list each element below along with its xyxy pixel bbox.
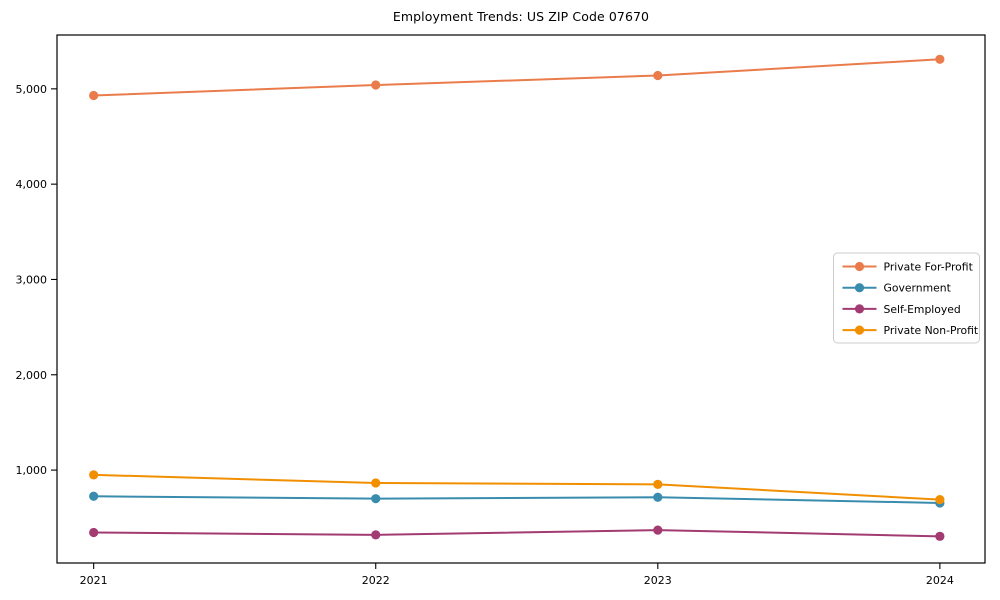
legend-item-self-employed: Self-Employed <box>842 303 961 316</box>
series-marker-self-employed-2021 <box>89 527 99 538</box>
y-axis-tick-label: 2,000 <box>16 369 48 382</box>
plot-frame <box>56 34 986 564</box>
series-marker-private-for-profit-2024 <box>935 54 945 64</box>
legend-item-private-non-profit: Private Non-Profit <box>842 324 979 337</box>
legend: Private For-Profit Government Self-Employe… <box>833 252 980 344</box>
series-marker-self-employed-2022 <box>371 530 381 540</box>
x-axis-tick-label: 2023 <box>644 574 672 587</box>
x-axis-tick-label: 2021 <box>80 574 108 587</box>
series-marker-self-employed-2024 <box>935 531 945 541</box>
series-line-private-non-profit <box>92 473 941 501</box>
legend-marker <box>854 283 865 293</box>
series-line-self-employed <box>92 529 941 538</box>
series-marker-private-non-profit-2023 <box>653 479 663 489</box>
series-marker-private-for-profit-2022 <box>371 80 381 90</box>
legend-label: Private Non-Profit <box>884 324 979 337</box>
series-marker-self-employed-2023 <box>653 525 663 535</box>
y-axis-tick-label: 5,000 <box>16 83 48 96</box>
series-marker-private-non-profit-2024 <box>935 495 945 505</box>
series-marker-private-non-profit-2021 <box>89 470 99 480</box>
legend-label: Government <box>884 282 951 295</box>
series-marker-government-2022 <box>371 494 381 504</box>
series-marker-government-2023 <box>653 492 663 502</box>
legend-marker <box>854 325 865 335</box>
series-marker-private-for-profit-2023 <box>653 70 663 81</box>
y-axis-tick-label: 1,000 <box>16 464 48 477</box>
legend-marker <box>854 261 865 272</box>
legend-marker <box>854 304 865 314</box>
x-axis-tick-label: 2022 <box>362 574 390 587</box>
legend-label: Private For-Profit <box>884 261 973 274</box>
series-marker-private-non-profit-2022 <box>371 478 381 488</box>
series-line-government <box>92 495 941 504</box>
legend-item-government: Government <box>842 282 951 295</box>
series-marker-private-for-profit-2021 <box>89 90 99 101</box>
chart-title: Employment Trends: US ZIP Code 07670 <box>392 9 650 24</box>
legend-item-private-for-profit: Private For-Profit <box>842 261 973 274</box>
legend-label: Self-Employed <box>884 303 961 316</box>
y-axis-tick-label: 3,000 <box>16 273 48 286</box>
y-axis-tick-label: 4,000 <box>16 178 48 191</box>
legend-box <box>833 252 980 344</box>
series-marker-government-2021 <box>89 491 99 501</box>
series-line-private-for-profit <box>92 58 941 97</box>
x-axis-tick-label: 2024 <box>926 574 954 587</box>
